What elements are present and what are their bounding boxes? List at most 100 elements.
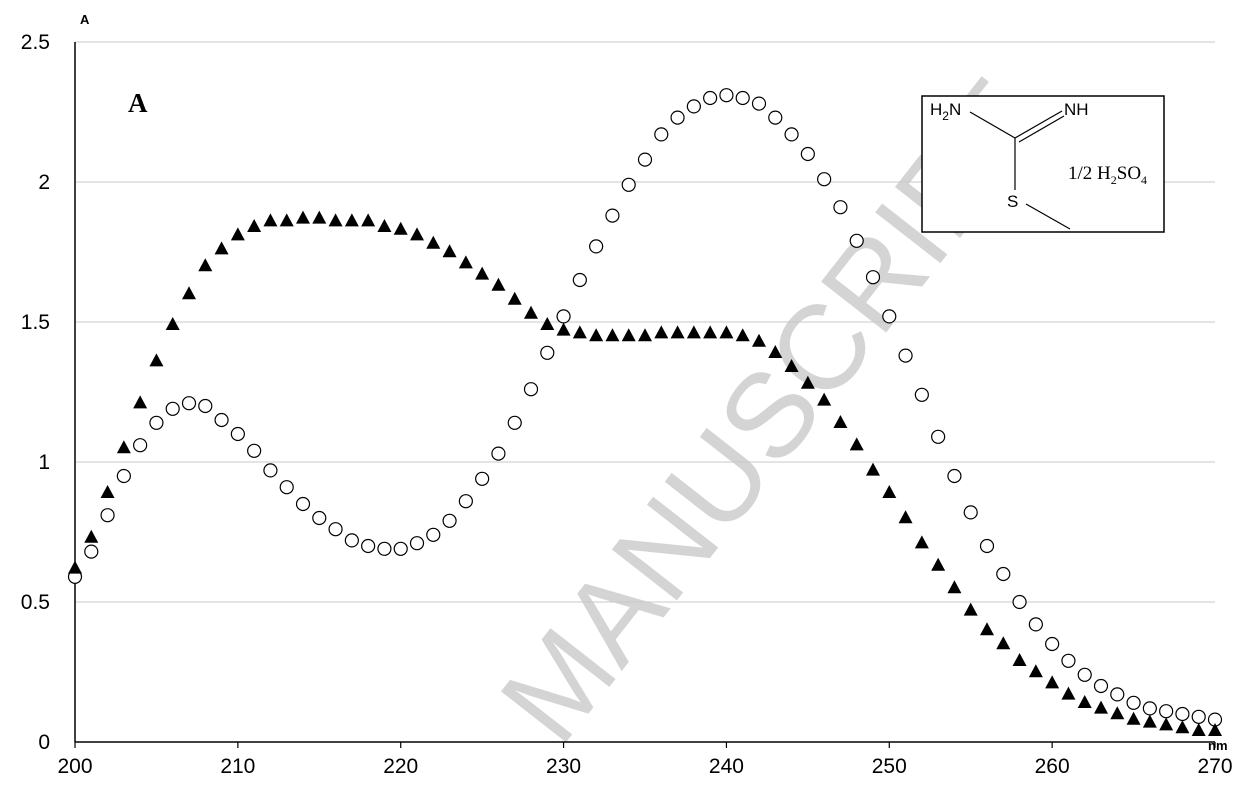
data-point-circle [621, 177, 636, 192]
data-point-triangle [1126, 711, 1141, 725]
x-tick-label: 250 [872, 755, 907, 778]
data-point-circle [784, 127, 799, 142]
data-point-triangle [996, 636, 1011, 650]
data-point-triangle [947, 580, 962, 594]
data-point-triangle [426, 235, 441, 249]
data-point-circle [540, 345, 555, 360]
data-point-circle [507, 415, 522, 430]
data-point-circle [849, 233, 864, 248]
data-point-circle [1077, 667, 1092, 682]
data-point-triangle [1077, 695, 1092, 708]
data-point-circle [931, 429, 946, 444]
data-point-circle [686, 99, 701, 114]
data-point-triangle [768, 345, 783, 358]
data-point-circle [312, 510, 327, 526]
data-point-triangle [980, 622, 994, 636]
data-point-triangle [1191, 723, 1206, 736]
data-point-circle [475, 471, 490, 486]
data-point-circle [637, 152, 653, 167]
data-point-triangle [898, 510, 913, 524]
data-point-triangle [198, 258, 213, 272]
data-point-circle [165, 401, 180, 416]
data-point-triangle [116, 440, 131, 454]
data-point-triangle [133, 395, 148, 409]
data-point-triangle [800, 375, 815, 389]
data-point-triangle [1208, 723, 1222, 736]
y-tick-label: 0 [38, 731, 50, 754]
data-point-triangle [68, 560, 82, 574]
data-point-triangle [344, 213, 359, 227]
panel-label: A [128, 88, 148, 118]
data-point-circle [279, 480, 294, 495]
data-point-triangle [247, 219, 262, 232]
data-point-triangle [230, 227, 245, 241]
amine-group-label: H2N [930, 100, 961, 123]
data-point-circle [149, 415, 164, 430]
data-point-circle [247, 443, 262, 458]
data-point-triangle [507, 291, 522, 305]
data-point-circle [458, 494, 473, 509]
data-point-circle [1061, 653, 1076, 668]
data-point-circle [263, 463, 278, 478]
data-point-triangle [279, 213, 294, 227]
data-point-triangle [149, 353, 164, 367]
data-point-circle [703, 90, 718, 106]
data-point-triangle [458, 255, 473, 269]
data-point-circle [865, 270, 881, 285]
data-point-circle [817, 172, 832, 187]
x-tick-label: 210 [220, 755, 255, 778]
data-point-triangle [931, 557, 946, 571]
data-point-circle [491, 446, 506, 461]
y-tick-label: 0.5 [21, 591, 50, 614]
data-point-circle [719, 88, 734, 103]
data-point-triangle [752, 333, 766, 347]
data-point-triangle [165, 317, 180, 330]
data-point-circle [670, 110, 685, 125]
x-axis-unit: nm [1208, 738, 1228, 753]
data-point-triangle [491, 277, 506, 291]
data-point-triangle [605, 328, 620, 342]
y-tick-label: 2 [38, 171, 50, 194]
data-point-circle [1110, 687, 1125, 702]
data-point-circle [898, 348, 913, 363]
y-tick-labels: 0 0.5 1 1.5 2 2.5 [21, 31, 50, 754]
y-tick-label: 1.5 [21, 311, 50, 334]
data-point-triangle [882, 485, 897, 498]
data-point-circle [116, 468, 131, 484]
data-point-circle [833, 200, 848, 215]
salt-label: 1/2 H2SO4 [1068, 163, 1147, 187]
data-point-circle [800, 146, 815, 162]
data-point-circle [751, 96, 767, 111]
x-tick-label: 260 [1035, 755, 1070, 778]
data-point-triangle [638, 328, 652, 342]
data-point-circle [426, 527, 441, 542]
x-tick-label: 240 [709, 755, 744, 778]
data-point-triangle [849, 437, 864, 451]
data-point-triangle [1028, 664, 1043, 678]
data-point-triangle [100, 485, 115, 498]
x-tick-label: 220 [383, 755, 418, 778]
data-point-triangle [833, 415, 848, 428]
data-point-circle [914, 387, 929, 402]
data-point-circle [556, 309, 571, 324]
data-point-triangle [361, 213, 376, 227]
data-point-triangle [442, 244, 457, 258]
data-point-circle [1191, 709, 1206, 724]
data-point-circle [344, 533, 359, 548]
data-point-triangle [703, 325, 718, 339]
data-point-circle [214, 412, 229, 428]
bond-s-ch3 [1025, 203, 1071, 230]
data-point-triangle [735, 328, 750, 342]
y-tick-label: 2.5 [21, 31, 50, 54]
x-tick-label: 200 [57, 755, 92, 778]
data-point-circle [1159, 704, 1174, 719]
data-point-triangle [914, 535, 929, 549]
x-tick-label: 230 [546, 755, 581, 778]
data-point-triangle [866, 462, 880, 476]
bond-n-c [969, 111, 1016, 139]
data-point-triangle [1094, 700, 1108, 714]
data-point-triangle [1159, 717, 1174, 731]
data-point-triangle [1012, 653, 1027, 666]
data-point-circle [1028, 617, 1043, 632]
data-point-circle [100, 508, 115, 523]
